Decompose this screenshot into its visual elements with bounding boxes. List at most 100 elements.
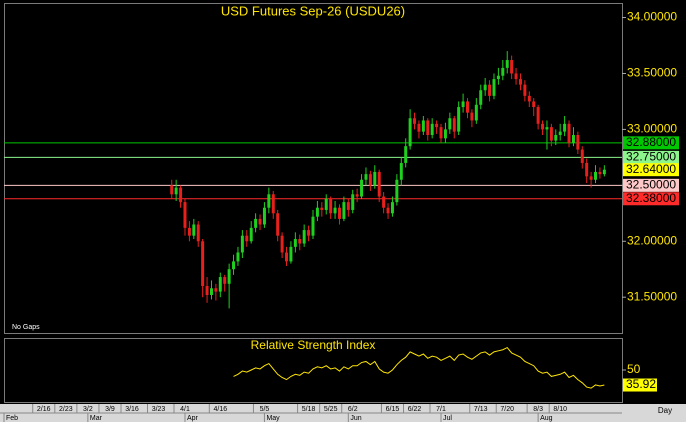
y-tick-label: 33.00000 (627, 122, 677, 136)
level-tag (623, 136, 679, 150)
candle-body (395, 179, 399, 203)
rsi-title: Relative Strength Index (251, 338, 376, 352)
candle-body (563, 123, 567, 132)
candle-body (364, 174, 368, 180)
x-tick-label: 3/16 (125, 406, 139, 413)
candle-body (289, 246, 293, 262)
candle-body (532, 101, 536, 108)
candle-body (170, 185, 174, 195)
candle-body (240, 235, 244, 253)
candle-body (382, 196, 386, 208)
candle-body (523, 84, 527, 96)
candle-body (536, 107, 540, 124)
candle-body (293, 239, 297, 247)
candle-body (368, 174, 372, 186)
candle-body (413, 118, 417, 124)
x-tick-label: 4/16 (213, 406, 227, 413)
candle-body (448, 118, 452, 130)
level-label: 32.75000 (626, 150, 676, 164)
candle-body (258, 218, 262, 225)
candle-body (576, 135, 580, 150)
candle-body (320, 207, 324, 210)
candle-body (488, 84, 492, 96)
candle-body (545, 127, 549, 130)
candle-body (492, 79, 496, 96)
x-tick-label: 6/22 (408, 406, 422, 413)
candle-body (236, 252, 240, 262)
y-tick-label: 33.50000 (627, 66, 677, 80)
candle-body (567, 123, 571, 143)
candle-body (187, 227, 191, 236)
gap-note: No Gaps (12, 324, 40, 331)
candle-body (183, 202, 187, 228)
candle-body (179, 187, 183, 203)
candle-body (510, 60, 514, 74)
rsi-tick-label: 50 (627, 362, 641, 376)
candle-body (351, 194, 355, 210)
x-tick-label: 8/10 (553, 406, 567, 413)
candle-body (218, 277, 222, 292)
rsi-last-label: 35.92 (626, 377, 656, 391)
candle-body (479, 90, 483, 105)
candle-body (373, 171, 377, 186)
x-tick-label: 7/1 (436, 406, 446, 413)
y-tick-label: 31.50000 (627, 289, 677, 303)
level-label: 32.50000 (626, 178, 676, 192)
x-tick-label: 5/5 (260, 406, 270, 413)
candle-body (589, 176, 593, 180)
candle-body (466, 101, 469, 113)
x-tick-label: 4/1 (180, 406, 190, 413)
candle-body (457, 107, 461, 132)
price-panel (4, 3, 623, 334)
x-tick-label: 3/23 (152, 406, 166, 413)
rsi-last-tag (623, 378, 657, 392)
candle-body (518, 79, 522, 85)
month-label: Mar (90, 415, 103, 422)
candle-body (602, 169, 606, 175)
candle-body (461, 101, 465, 108)
candle-body (232, 261, 236, 270)
candle-body (192, 224, 196, 236)
candle-body (470, 112, 474, 121)
candle-body (496, 75, 500, 80)
x-tick-label: 6/2 (348, 406, 358, 413)
candle-body (276, 213, 280, 236)
x-tick-label: 7/13 (474, 406, 488, 413)
candle-body (598, 171, 602, 175)
candle-body (377, 171, 381, 197)
candle-body (404, 146, 408, 163)
candle-body (541, 123, 545, 130)
candle-body (430, 123, 434, 135)
candle-body (558, 131, 562, 135)
candle-body (298, 239, 302, 244)
month-label: Jun (350, 415, 361, 422)
month-label: Jul (443, 415, 452, 422)
candle-body (580, 149, 584, 163)
candle-body (585, 162, 589, 177)
candle-body (435, 123, 439, 128)
level-label: 32.88000 (626, 135, 676, 149)
candle-body (311, 216, 315, 236)
x-tick-label: 6/15 (386, 406, 400, 413)
candle-body (505, 60, 509, 68)
x-tick-label: 5/18 (302, 406, 316, 413)
candle-body (571, 135, 575, 143)
y-tick-label: 34.00000 (627, 10, 677, 24)
x-tick-label: 7/20 (500, 406, 514, 413)
candle-body (527, 95, 531, 102)
candle-body (267, 194, 271, 208)
candle-body (554, 135, 558, 141)
candle-body (474, 104, 478, 121)
candle-body (390, 202, 394, 214)
candle-body (302, 230, 306, 244)
candle-body (337, 207, 341, 219)
y-tick-label: 32.00000 (627, 233, 677, 247)
candle-body (201, 241, 205, 287)
rsi-line (233, 346, 605, 389)
candle-body (443, 129, 447, 139)
x-axis-label: Day (658, 406, 672, 415)
candle-body (342, 202, 346, 219)
last-price-tag (623, 163, 679, 177)
candle-body (307, 230, 311, 236)
